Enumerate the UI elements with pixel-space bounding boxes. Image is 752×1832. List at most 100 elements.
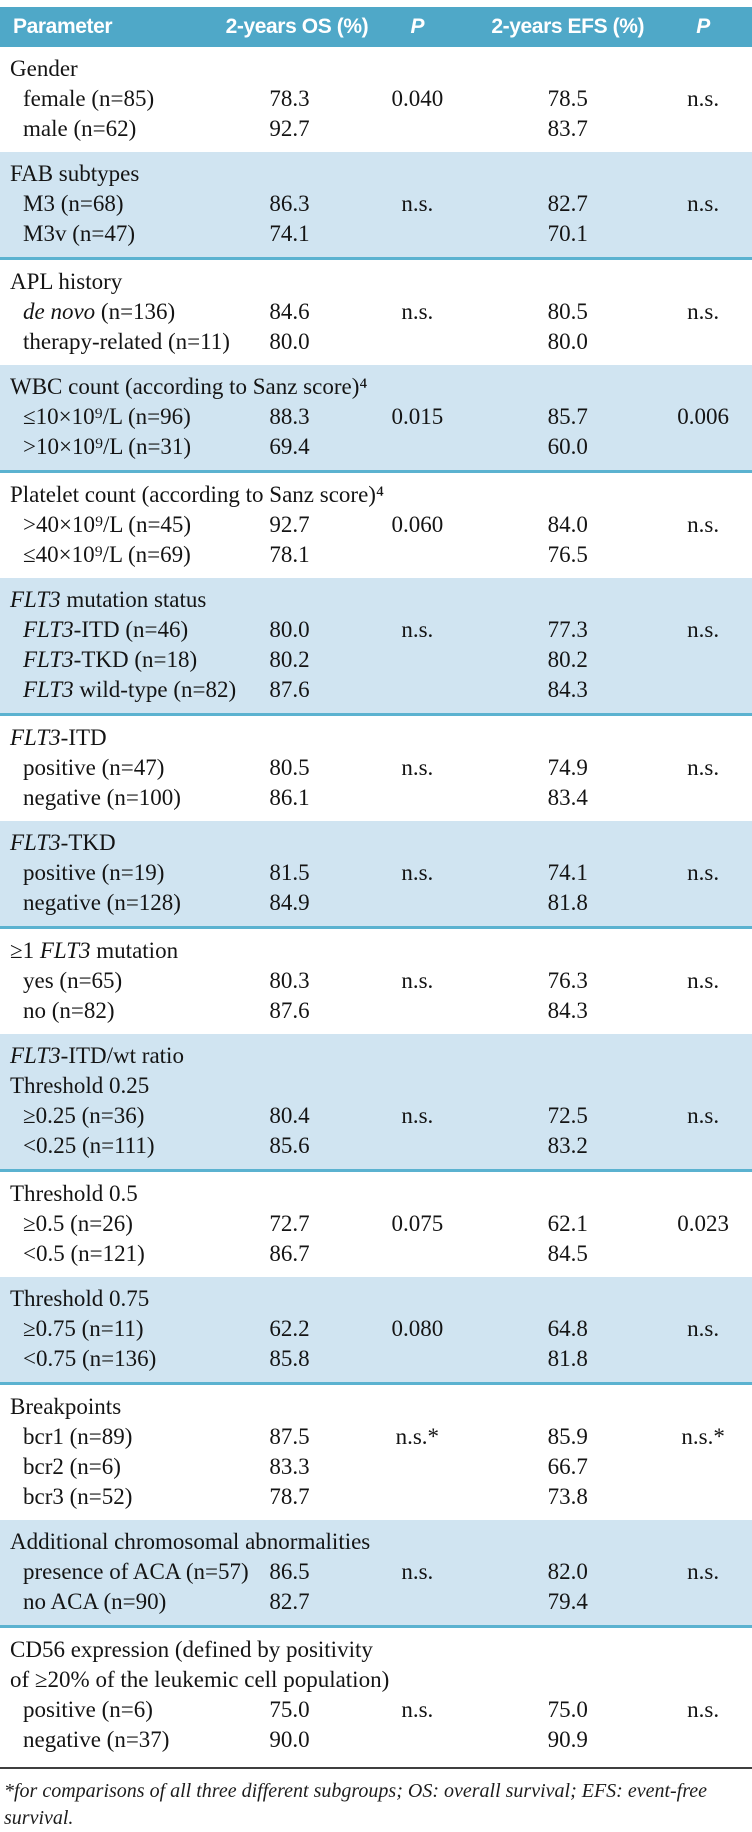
os-value: 80.3 — [269, 968, 310, 993]
efs-value: 80.0 — [547, 329, 588, 354]
os-value: 85.6 — [225, 1131, 354, 1172]
table-row: negative (n=128) 84.9 81.8 — [0, 888, 752, 929]
section-title: ≥1 FLT3 mutation — [0, 928, 752, 967]
row-label-pre: positive (n=19) — [23, 860, 165, 885]
efs-value: 80.2 — [547, 647, 588, 672]
p-os-value: n.s. — [401, 617, 434, 642]
section-title-rest: -TKD — [60, 830, 116, 855]
row-label-rest: (n=136) — [95, 299, 176, 324]
p-os-value — [353, 219, 482, 260]
p-efs-value: n.s. — [687, 860, 720, 885]
row-label: M3 (n=68) — [0, 189, 226, 219]
row-label: presence of ACA (n=57) — [0, 1557, 249, 1587]
row-label-pre: female (n=85) — [23, 86, 155, 111]
efs-value: 85.7 — [547, 404, 588, 429]
table-row: <0.75 (n=136) 85.8 81.8 — [0, 1344, 752, 1385]
row-label-pre: positive (n=47) — [23, 755, 165, 780]
row-label-pre: yes (n=65) — [23, 968, 123, 993]
section-title-row: Additional chromosomal abnormalities — [0, 1520, 752, 1557]
row-label: <0.75 (n=136) — [0, 1344, 226, 1385]
section-title: Threshold 0.25 — [0, 1071, 752, 1101]
row-label-em: de novo — [23, 299, 96, 324]
section-title-pre: Threshold 0.25 — [10, 1073, 150, 1098]
p-efs-value — [654, 783, 752, 821]
efs-value: 70.1 — [481, 219, 655, 260]
row-label: ≤10×10⁹/L (n=96) — [0, 402, 226, 432]
section-title-em: FLT3 — [10, 830, 61, 855]
row-label: negative (n=100) — [0, 783, 226, 821]
os-value: 86.5 — [269, 1559, 310, 1584]
efs-value: 81.8 — [481, 1344, 655, 1385]
row-label-em: FLT3 — [23, 617, 74, 642]
table-row: no (n=82) 87.6 84.3 — [0, 996, 752, 1034]
section-title-row: Gender — [0, 47, 752, 84]
p-os-value: 0.080 — [391, 1316, 444, 1341]
efs-value: 83.7 — [547, 116, 588, 141]
section-title-row: FLT3-ITD/wt ratio — [0, 1034, 752, 1071]
row-label: >10×10⁹/L (n=31) — [0, 432, 226, 473]
row-label-pre: M3 (n=68) — [23, 191, 124, 216]
section-gender: Gender female (n=85) 78.3 0.040 78.5 n.s. male… — [0, 47, 752, 152]
efs-value: 80.5 — [547, 299, 588, 324]
efs-value: 83.2 — [481, 1131, 655, 1172]
section-title: FLT3-ITD — [0, 715, 752, 754]
section-threshold-05: Threshold 0.5 ≥0.5 (n=26) 72.7 0.075 62.1 0.0… — [0, 1171, 752, 1278]
row-label: ≤40×10⁹/L (n=69) — [0, 540, 226, 578]
section-title: FLT3 mutation status — [0, 578, 752, 615]
p-efs-value — [654, 996, 752, 1034]
os-value: 69.4 — [225, 432, 354, 473]
table-row: ≤40×10⁹/L (n=69) 78.1 76.5 — [0, 540, 752, 578]
section-title: WBC count (according to Sanz score)⁴ — [0, 365, 752, 402]
row-label-pre: <0.75 (n=136) — [23, 1346, 157, 1371]
os-value: 82.7 — [225, 1587, 354, 1628]
os-value: 80.4 — [269, 1103, 310, 1128]
section-threshold-075: Threshold 0.75 ≥0.75 (n=11) 62.2 0.080 64.8 n… — [0, 1277, 752, 1385]
p-efs-value: n.s. — [687, 755, 720, 780]
os-value: 80.2 — [269, 647, 310, 672]
table-row: <0.25 (n=111) 85.6 83.2 — [0, 1131, 752, 1172]
table-row: FLT3 wild-type (n=82) 87.6 84.3 — [0, 675, 752, 716]
p-efs-value — [654, 1131, 752, 1172]
table-row: ≥0.75 (n=11) 62.2 0.080 64.8 n.s. — [0, 1314, 752, 1344]
p-os-value — [353, 1344, 482, 1385]
table-row: <0.5 (n=121) 86.7 84.5 — [0, 1239, 752, 1277]
p-os-value — [353, 1131, 482, 1172]
p-os-value — [353, 1587, 482, 1628]
section-title: of ≥20% of the leukemic cell population) — [0, 1665, 752, 1695]
p-os-value: 0.075 — [391, 1211, 444, 1236]
row-label: no ACA (n=90) — [0, 1587, 226, 1628]
p-os-value: n.s. — [401, 299, 434, 324]
section-platelet-count: Platelet count (according to Sanz score)… — [0, 472, 752, 579]
efs-value: 72.5 — [547, 1103, 588, 1128]
row-label-pre: ≥0.25 (n=36) — [23, 1103, 145, 1128]
p-os-value: 0.060 — [391, 512, 444, 537]
section-title-row: ≥1 FLT3 mutation — [0, 928, 752, 967]
os-value: 86.3 — [269, 191, 310, 216]
section-title-row: of ≥20% of the leukemic cell population) — [0, 1665, 752, 1695]
p-os-value: n.s. — [401, 191, 434, 216]
p-efs-value — [654, 1482, 752, 1520]
table-row: bcr3 (n=52) 78.7 73.8 — [0, 1482, 752, 1520]
row-label-rest: -ITD (n=46) — [73, 617, 189, 642]
section-title-pre: Threshold 0.75 — [10, 1286, 150, 1311]
column-header-os: 2-years OS (%) — [225, 7, 369, 47]
row-label-rest: -TKD (n=18) — [73, 647, 198, 672]
section-breakpoints: Breakpoints bcr1 (n=89) 87.5 n.s.* 85.9 n.s.*… — [0, 1384, 752, 1521]
row-label-pre: no (n=82) — [23, 998, 115, 1023]
efs-value: 78.5 — [547, 86, 588, 111]
efs-value: 77.3 — [547, 617, 588, 642]
os-value: 80.0 — [269, 617, 310, 642]
p-efs-value — [654, 1725, 752, 1763]
p-efs-value — [654, 1239, 752, 1277]
p-os-value — [353, 675, 482, 716]
p-efs-value — [654, 645, 752, 675]
row-label-pre: negative (n=37) — [23, 1727, 170, 1752]
row-label: <0.5 (n=121) — [0, 1239, 226, 1277]
section-title-rest: -ITD — [60, 725, 107, 750]
p-efs-value: n.s. — [687, 86, 720, 111]
p-efs-value: n.s. — [687, 1103, 720, 1128]
section-title-row: FAB subtypes — [0, 152, 752, 189]
efs-value: 85.9 — [547, 1424, 588, 1449]
table-row: female (n=85) 78.3 0.040 78.5 n.s. — [0, 84, 752, 114]
p-os-value: n.s. — [401, 1559, 434, 1584]
